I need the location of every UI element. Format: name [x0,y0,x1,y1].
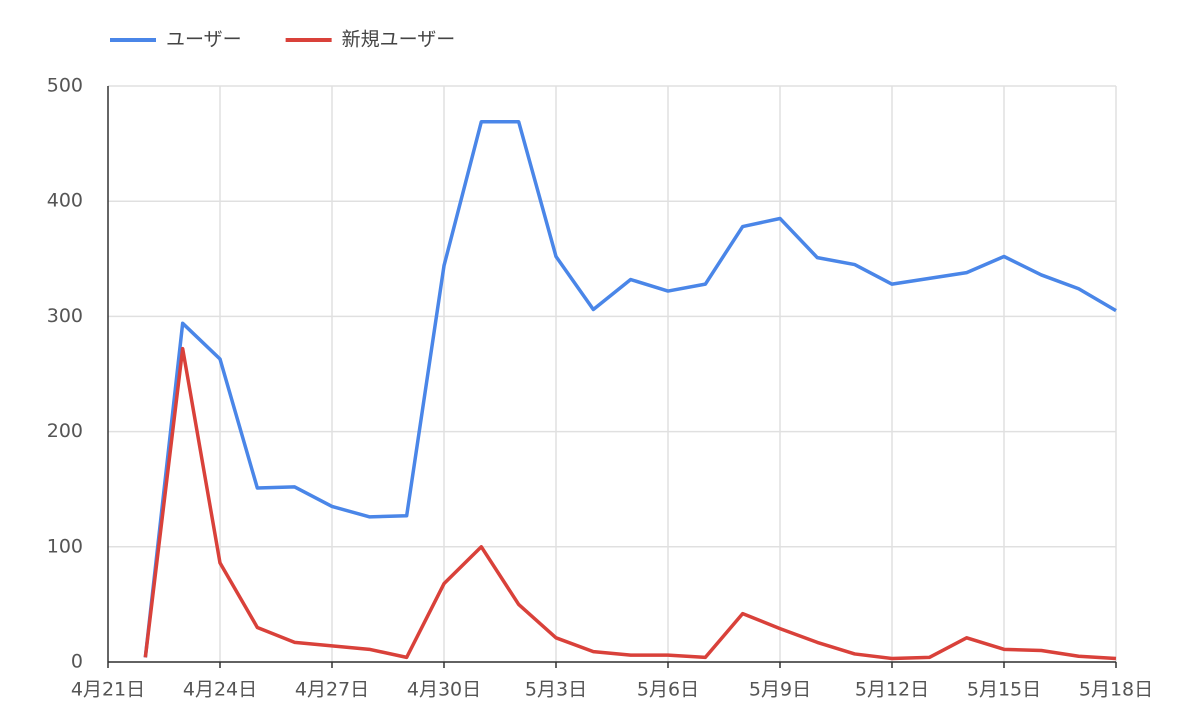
x-tick-label: 5月18日 [1079,679,1153,701]
legend-item: ユーザー [110,29,242,51]
y-tick-label: 500 [47,75,83,97]
legend: ユーザー 新規ユーザー [110,29,455,51]
series-line [143,119,1117,658]
x-tick-label: 5月3日 [525,679,587,701]
x-tick-label: 5月15日 [967,679,1041,701]
y-tick-label: 100 [47,535,83,557]
legend-item: 新規ユーザー [285,29,456,51]
x-tick-label: 5月9日 [749,679,811,701]
x-tick-label: 5月12日 [855,679,929,701]
x-tick-label: 4月21日 [71,679,145,701]
series-line [143,346,1117,661]
y-tick-label: 400 [47,190,83,212]
legend-label: 新規ユーザー [342,29,456,51]
x-tick-label: 4月30日 [407,679,481,701]
x-tick-label: 4月24日 [183,679,257,701]
legend-label: ユーザー [166,29,242,51]
x-tick-label: 5月6日 [637,679,699,701]
y-tick-label: 0 [71,651,83,673]
y-tick-label: 300 [47,305,83,327]
y-tick-label: 200 [47,420,83,442]
x-tick-label: 4月27日 [295,679,369,701]
